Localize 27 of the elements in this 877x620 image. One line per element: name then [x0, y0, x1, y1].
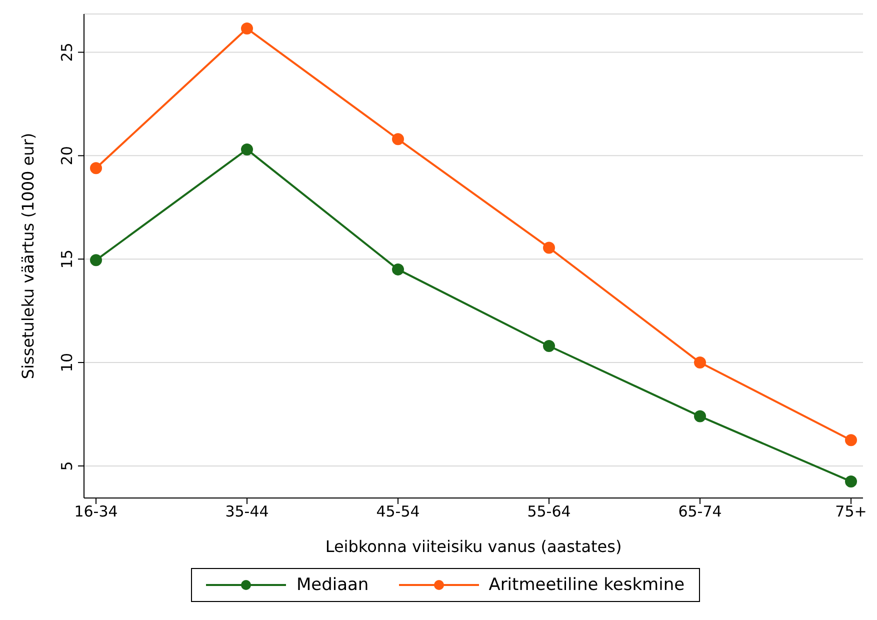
point — [241, 22, 253, 34]
x-tick-label: 35-44 — [225, 502, 269, 521]
x-axis-title: Leibkonna viiteisiku vanus (aastates) — [325, 537, 622, 556]
point — [543, 340, 555, 352]
x-tick-label: 65-74 — [678, 502, 722, 521]
y-tick-label: 10 — [58, 352, 76, 372]
point — [90, 162, 102, 174]
point — [392, 263, 404, 276]
y-tick-label: 20 — [58, 146, 76, 166]
point — [543, 242, 555, 254]
y-tick-label: 25 — [58, 42, 76, 62]
legend-label: Aritmeetiline keskmine — [488, 575, 685, 595]
y-tick-label: 5 — [58, 461, 76, 471]
point — [845, 475, 857, 488]
point — [90, 254, 102, 266]
point — [845, 434, 857, 446]
y-tick-label: 15 — [58, 250, 76, 269]
x-tick-label: 55-64 — [527, 502, 571, 521]
x-tick-label: 45-54 — [376, 502, 420, 521]
point — [241, 143, 253, 156]
x-tick-label: 75+ — [835, 502, 867, 521]
point — [694, 356, 706, 369]
x-tick-label: 16-34 — [74, 502, 118, 521]
point — [392, 133, 404, 146]
point — [694, 410, 706, 422]
legend-label: Mediaan — [295, 575, 369, 595]
y-axis-title: Sissetuleku väärtus (1000 eur) — [18, 132, 38, 380]
